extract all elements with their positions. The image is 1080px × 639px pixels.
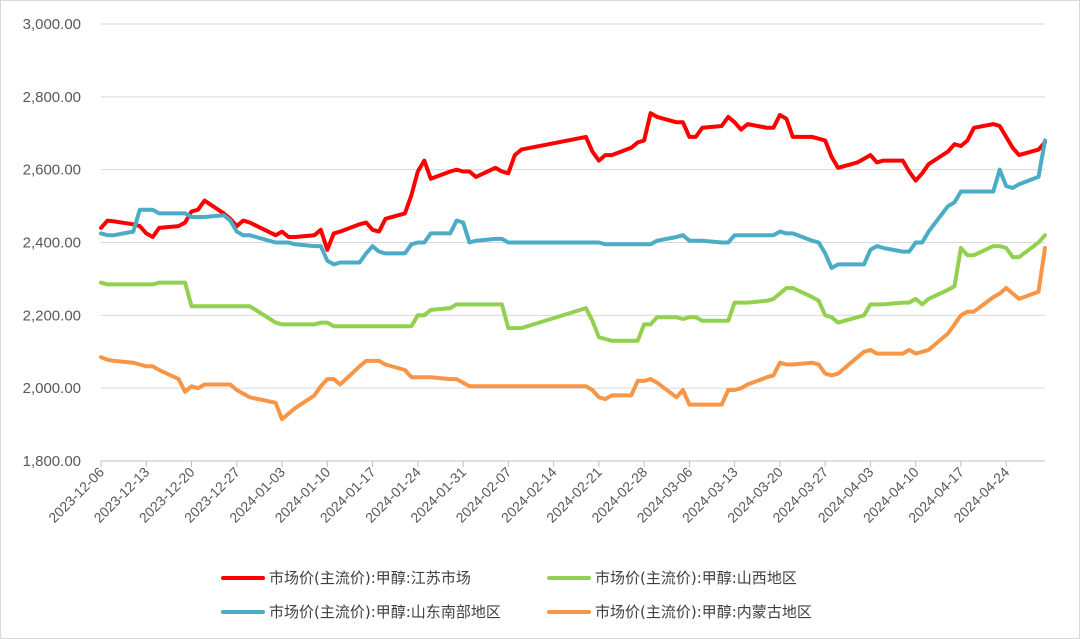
y-tick-label: 2,800.00 (23, 89, 81, 106)
legend-label: 市场价(主流价):甲醇:江苏市场 (269, 569, 471, 587)
y-tick-label: 2,000.00 (23, 380, 81, 397)
legend-item-1: 市场价(主流价):甲醇:江苏市场 (221, 569, 471, 587)
x-axis-ticks: 2023-12-062023-12-132023-12-202023-12-27… (45, 461, 1012, 526)
legend-item-2: 市场价(主流价):甲醇:山西地区 (547, 569, 797, 587)
y-axis-ticks: 3,000.00 2,800.00 2,600.00 2,400.00 2,200.00… (23, 16, 81, 470)
legend-item-4: 市场价(主流价):甲醇:内蒙古地区 (547, 603, 812, 621)
legend-label: 市场价(主流价):甲醇:内蒙古地区 (595, 603, 812, 621)
y-tick-label: 2,400.00 (23, 235, 81, 252)
series-line-4 (99, 246, 1047, 422)
y-tick-label: 2,600.00 (23, 162, 81, 179)
legend-label: 市场价(主流价):甲醇:山西地区 (595, 569, 797, 587)
legend: 市场价(主流价):甲醇:江苏市场 市场价(主流价):甲醇:山西地区市场价(主流价)… (221, 569, 812, 621)
y-tick-label: 1,800.00 (23, 453, 81, 470)
y-tick-label: 3,000.00 (23, 16, 81, 33)
legend-item-3: 市场价(主流价):甲醇:山东南部地区 (221, 603, 501, 621)
y-tick-label: 2,200.00 (23, 307, 81, 324)
series-lines (99, 111, 1047, 422)
series-line-2 (99, 233, 1047, 343)
legend-label: 市场价(主流价):甲醇:山东南部地区 (269, 603, 501, 621)
series-line-1 (99, 111, 1047, 252)
series-line-3 (99, 138, 1047, 270)
